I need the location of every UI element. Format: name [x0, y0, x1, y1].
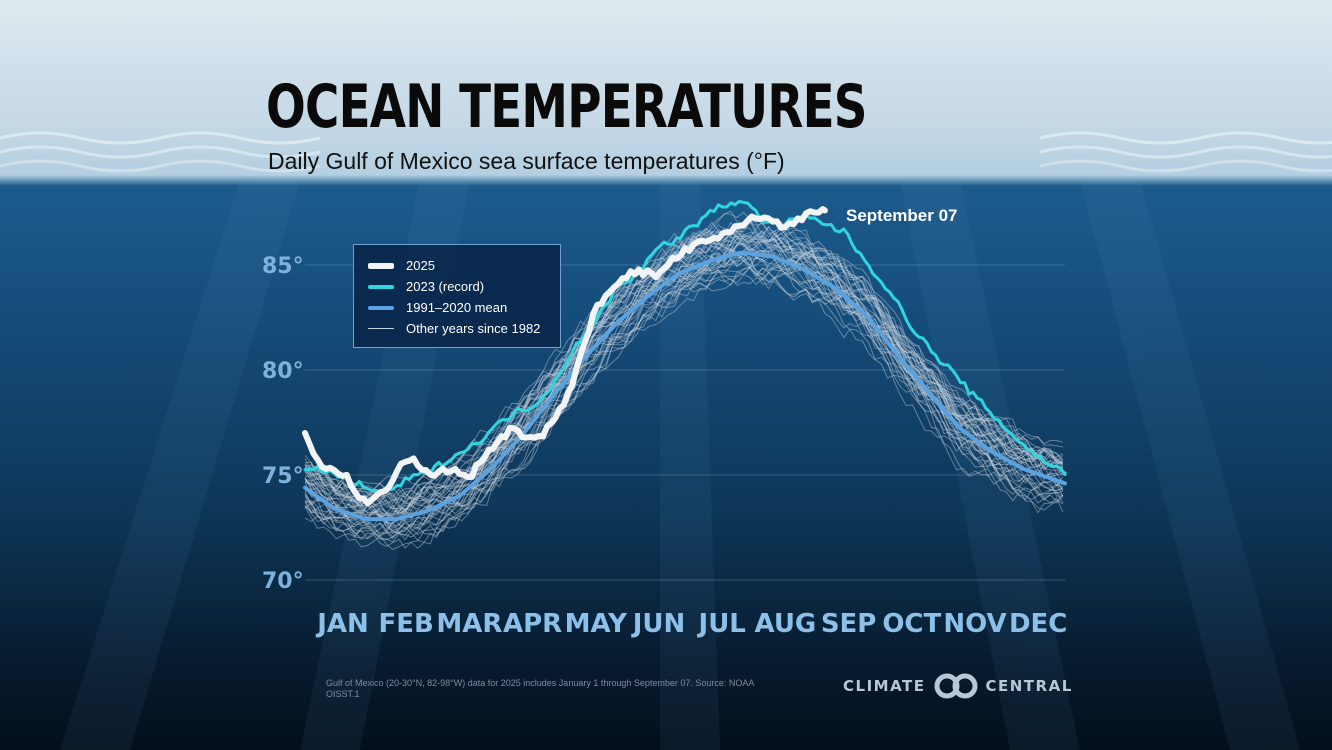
- legend-swatch-other: [368, 328, 394, 329]
- series-lines: [302, 199, 1067, 522]
- brand-text-right: CENTRAL: [985, 677, 1073, 695]
- logo-icon: [934, 673, 977, 699]
- month-label: JUL: [697, 609, 746, 639]
- other-year-line: [304, 210, 1064, 498]
- legend-item-mean: 1991–2020 mean: [368, 297, 546, 318]
- legend-item-2025: 2025: [368, 255, 546, 276]
- other-year-line: [304, 249, 1064, 537]
- other-year-line: [304, 267, 1064, 549]
- series-line-2023-record-: [303, 199, 1067, 496]
- month-label: FEB: [379, 609, 434, 639]
- series-line-2025: [302, 206, 828, 507]
- source-note: Gulf of Mexico (20-30°N, 82-98°W) data f…: [326, 678, 754, 699]
- other-year-line: [304, 237, 1064, 519]
- other-year-line: [304, 246, 1064, 531]
- other-year-line: [304, 219, 1064, 517]
- y-tick-label: 75°: [262, 464, 304, 489]
- date-callout: September 07: [846, 206, 958, 225]
- legend-item-other: Other years since 1982: [368, 318, 546, 339]
- other-years-lines: [304, 210, 1064, 551]
- legend-item-2023: 2023 (record): [368, 276, 546, 297]
- y-tick-label: 80°: [262, 359, 304, 384]
- other-year-line: [304, 237, 1064, 522]
- page-title: OCEAN TEMPERATURES: [266, 72, 868, 142]
- month-label: JUN: [631, 609, 686, 639]
- other-year-line: [304, 257, 1064, 543]
- month-label: AUG: [755, 609, 817, 639]
- other-year-line: [304, 269, 1063, 541]
- brand-text-left: CLIMATE: [843, 677, 926, 695]
- month-label: NOV: [943, 609, 1006, 639]
- month-label: DEC: [1009, 609, 1067, 639]
- month-label: JAN: [315, 609, 369, 639]
- y-tick-label: 70°: [262, 569, 304, 594]
- water-surface-waves: [0, 131, 1332, 173]
- legend-label: 2025: [406, 258, 435, 273]
- month-label: MAR: [436, 609, 502, 639]
- other-year-line: [304, 230, 1064, 524]
- legend-label: 2023 (record): [406, 279, 485, 294]
- month-label: APR: [503, 609, 562, 639]
- other-year-line: [304, 255, 1064, 545]
- chart-legend: 2025 2023 (record) 1991–2020 mean Other …: [353, 244, 561, 348]
- other-year-line: [304, 255, 1064, 536]
- other-year-line: [304, 211, 1063, 504]
- legend-label: 1991–2020 mean: [406, 300, 508, 315]
- other-year-line: [304, 232, 1064, 512]
- month-label: MAY: [565, 609, 629, 639]
- other-year-line: [304, 243, 1064, 526]
- legend-swatch-2023: [368, 284, 394, 289]
- month-label: OCT: [882, 609, 941, 639]
- climate-central-logo: CLIMATE CENTRAL: [843, 671, 1073, 701]
- other-year-line: [304, 266, 1064, 537]
- legend-swatch-mean: [368, 305, 394, 310]
- month-label: SEP: [821, 609, 877, 639]
- y-tick-label: 85°: [262, 254, 304, 279]
- other-year-line: [304, 256, 1064, 530]
- series-line-1991-2020-mean: [303, 250, 1067, 522]
- page-subtitle: Daily Gulf of Mexico sea surface tempera…: [268, 148, 785, 174]
- legend-swatch-2025: [368, 262, 394, 269]
- other-year-line: [304, 234, 1063, 518]
- underwater-light-rays: [60, 180, 1300, 750]
- x-axis-labels: JAN FEB MAR APR MAY JUN JUL AUG SEP OCT NOV DEC: [315, 609, 1067, 639]
- legend-label: Other years since 1982: [406, 321, 541, 336]
- y-axis-labels: 70° 75° 80° 85°: [262, 254, 304, 594]
- other-year-line: [304, 268, 1064, 538]
- other-year-line: [304, 227, 1064, 501]
- other-year-line: [304, 226, 1064, 513]
- other-year-line: [304, 254, 1064, 551]
